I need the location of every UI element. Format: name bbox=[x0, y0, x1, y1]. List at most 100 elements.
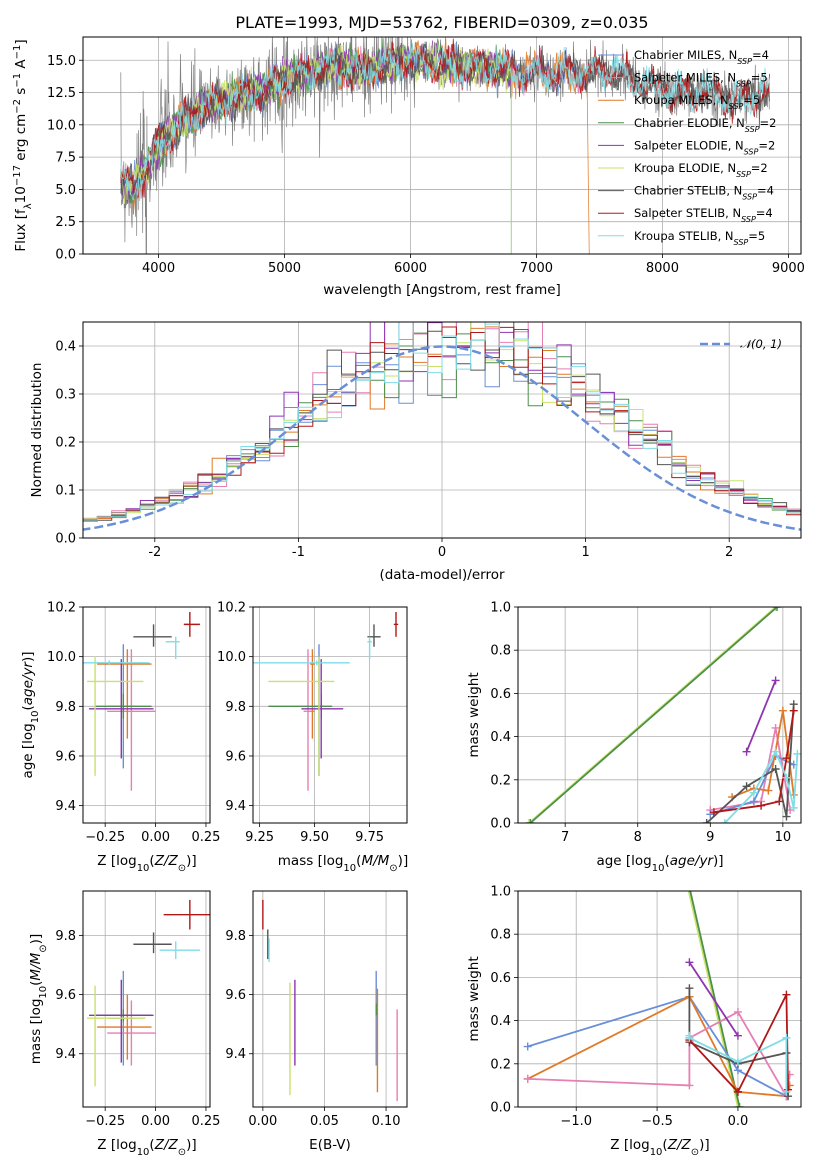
legend-label: Salpeter ELODIE, NSSP=2 bbox=[634, 138, 775, 156]
tick-label-y: 0.4 bbox=[55, 340, 76, 355]
weight-line bbox=[689, 891, 741, 1107]
tick-label-x: 0.00 bbox=[141, 1114, 170, 1129]
weight-marker bbox=[782, 1087, 791, 1096]
tick-label-x: 0.25 bbox=[191, 830, 220, 845]
tick-label-y: 0.0 bbox=[55, 248, 76, 263]
tick-label-y: 0.4 bbox=[490, 1014, 511, 1029]
tick-label-x: 0.05 bbox=[310, 1114, 339, 1129]
weight-marker bbox=[789, 803, 798, 812]
legend-label: Salpeter STELIB, NSSP=4 bbox=[634, 206, 773, 224]
weight-line bbox=[528, 607, 777, 823]
tick-label-y: 0.4 bbox=[490, 730, 511, 745]
tick-label-x: -2 bbox=[148, 545, 161, 560]
tick-label-y: 0.6 bbox=[490, 971, 511, 986]
weight-marker bbox=[685, 958, 694, 967]
tick-label-y: 9.8 bbox=[55, 929, 76, 944]
legend-label: 𝒩(0, 1) bbox=[740, 337, 782, 351]
tick-label-y: 10.0 bbox=[47, 118, 76, 133]
weight-marker bbox=[749, 788, 758, 797]
tick-label-y: 9.8 bbox=[55, 700, 76, 715]
weight-marker bbox=[782, 773, 791, 782]
tick-label-y: 9.8 bbox=[225, 700, 246, 715]
weight-marker bbox=[782, 754, 791, 763]
tick-label-x: 0.0 bbox=[728, 1114, 749, 1129]
legend-label: Chabrier ELODIE, NSSP=2 bbox=[634, 116, 776, 134]
tick-label-x: 1 bbox=[581, 545, 589, 560]
model-line bbox=[120, 42, 770, 201]
tick-label-x: 9.75 bbox=[355, 830, 384, 845]
weight-marker bbox=[523, 1074, 532, 1083]
weight-line bbox=[687, 891, 739, 1107]
weight-marker bbox=[685, 1081, 694, 1090]
age_vs_mass-points bbox=[253, 611, 399, 791]
age_vs_mass-frame bbox=[252, 606, 408, 824]
mass_vs_Z-frame bbox=[82, 890, 211, 1108]
model-line bbox=[120, 42, 512, 254]
tick-label-y: 9.8 bbox=[225, 929, 246, 944]
tick-label-y: 12.5 bbox=[47, 86, 76, 101]
y-axis-label: mass weight bbox=[466, 672, 482, 757]
weight-line bbox=[745, 680, 777, 753]
weight_vs_age-frame bbox=[517, 606, 802, 824]
weight-marker bbox=[682, 876, 690, 884]
tick-label-y: 0.0 bbox=[490, 1101, 511, 1116]
tick-label-x: −0.25 bbox=[85, 1114, 125, 1129]
tick-label-y: 0.6 bbox=[490, 687, 511, 702]
weight-marker bbox=[742, 747, 751, 756]
weight-line bbox=[688, 994, 789, 1094]
tick-label-x: 0.10 bbox=[372, 1114, 401, 1129]
tick-label-y: 9.6 bbox=[225, 749, 246, 764]
tick-label-x: 9.25 bbox=[245, 830, 274, 845]
x-axis-label: Z [log10(Z/Z⊙)] bbox=[610, 1137, 709, 1158]
weight-marker bbox=[782, 1033, 791, 1042]
tick-label-x: 9 bbox=[706, 830, 714, 845]
legend-label: Salpeter MILES, NSSP=5 bbox=[634, 71, 768, 89]
legend-label: Kroupa ELODIE, NSSP=2 bbox=[634, 161, 768, 179]
weight-line bbox=[529, 607, 778, 823]
tick-label-y: 9.4 bbox=[225, 799, 246, 814]
tick-label-y: 9.4 bbox=[225, 1047, 246, 1062]
weight-marker bbox=[771, 747, 780, 756]
tick-label-y: 9.6 bbox=[55, 749, 76, 764]
tick-label-y: 9.6 bbox=[55, 988, 76, 1003]
weight-marker bbox=[778, 706, 787, 715]
tick-label-x: −0.5 bbox=[641, 1114, 673, 1129]
weight_vs_age-series bbox=[524, 607, 801, 823]
tick-label-y: 0.1 bbox=[55, 484, 76, 499]
weight-marker bbox=[684, 876, 692, 884]
tick-label-x: 8 bbox=[634, 830, 642, 845]
tick-label-x: 7 bbox=[561, 830, 569, 845]
tick-label-x: 4000 bbox=[142, 261, 175, 276]
tick-label-y: 10.2 bbox=[217, 601, 246, 616]
weight-line bbox=[527, 995, 787, 1097]
tick-label-x: 0.00 bbox=[141, 830, 170, 845]
weight-marker bbox=[702, 819, 711, 823]
weight_vs_Z-axes: −1.0 −0.5 0.0 0.0 0.2 0.4 0.6 0.8 1.0 bbox=[490, 885, 801, 1129]
weight-marker bbox=[782, 990, 791, 999]
x-axis-label: Z [log10(Z/Z⊙)] bbox=[97, 853, 196, 874]
weight-line bbox=[688, 961, 739, 1037]
weight_vs_Z-series bbox=[523, 876, 794, 1107]
tick-label-y: 0.0 bbox=[55, 532, 76, 547]
y-axis-label: mass weight bbox=[466, 956, 482, 1041]
tick-label-y: 0.2 bbox=[55, 436, 76, 451]
weight-line bbox=[710, 754, 795, 816]
weight-marker bbox=[764, 786, 773, 795]
spectrum-lines bbox=[120, 37, 770, 254]
mass_vs_ebv-frame bbox=[252, 890, 408, 1108]
weight-marker bbox=[789, 706, 798, 715]
tick-label-x: 5000 bbox=[268, 261, 301, 276]
weight-marker bbox=[733, 1007, 742, 1016]
mass_vs_Z-axes: −0.25 0.00 0.25 9.4 9.6 9.8 bbox=[55, 891, 220, 1129]
weight-marker bbox=[742, 782, 751, 791]
age_vs_Z-frame bbox=[82, 606, 211, 824]
tick-label-x: 10 bbox=[775, 830, 792, 845]
age_vs_Z-points bbox=[83, 611, 200, 791]
spectrum-frame bbox=[82, 36, 802, 255]
tick-label-y: 9.4 bbox=[55, 1047, 76, 1062]
tick-label-y: 1.0 bbox=[490, 601, 511, 616]
y-axis-label: Normed distribution bbox=[29, 363, 45, 498]
tick-label-x: 8000 bbox=[646, 261, 679, 276]
tick-label-x: 9000 bbox=[772, 261, 805, 276]
